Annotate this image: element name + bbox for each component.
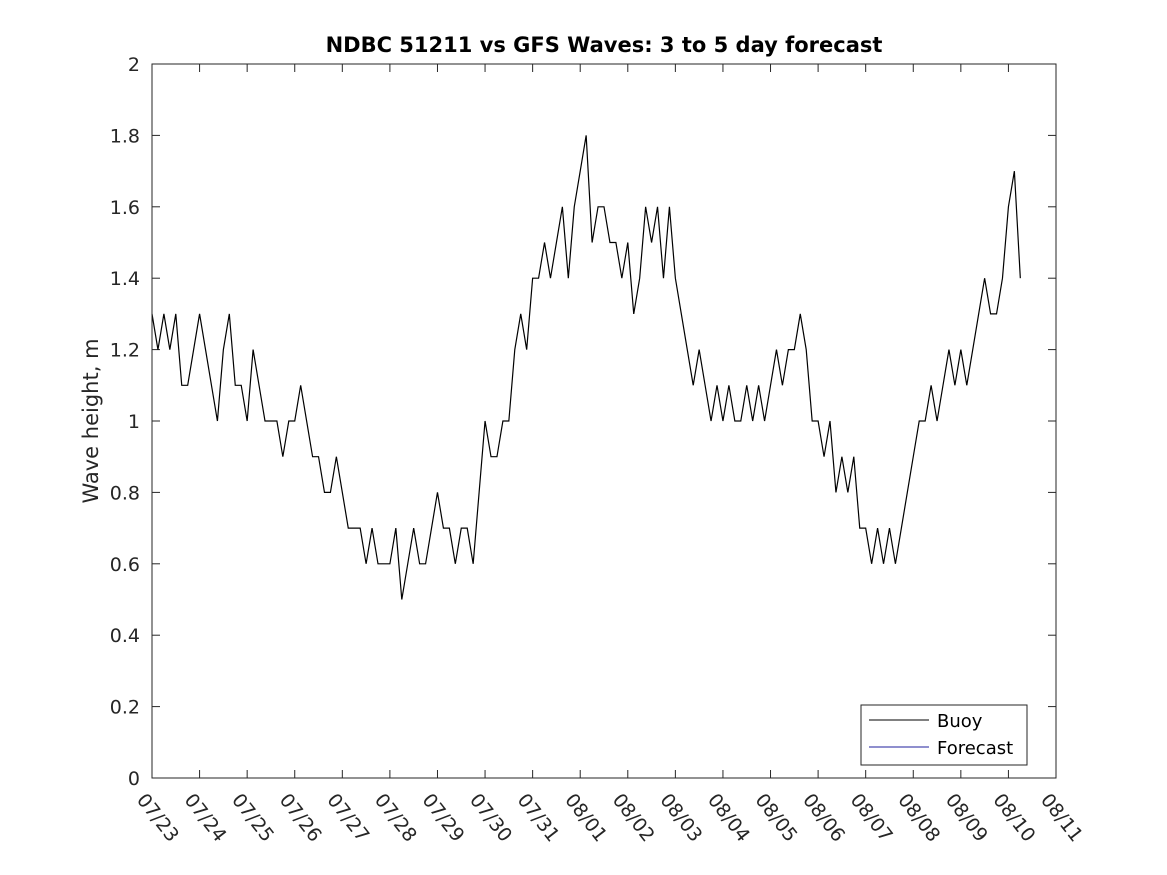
x-tick-label: 07/24 [180, 790, 231, 847]
x-tick-label: 07/29 [418, 790, 469, 847]
y-axis-label: Wave height, m [79, 338, 103, 503]
y-tick-label: 0.6 [110, 554, 140, 576]
x-tick-label: 07/26 [275, 790, 326, 847]
y-tick-label: 0.4 [110, 625, 140, 647]
x-tick-label: 08/04 [703, 790, 754, 847]
plot-area [152, 64, 1056, 778]
x-tick-label: 07/30 [465, 790, 516, 847]
legend-box [860, 704, 1028, 766]
y-tick-label: 0 [128, 768, 140, 790]
legend: Buoy Forecast [860, 704, 1028, 766]
chart-title: NDBC 51211 vs GFS Waves: 3 to 5 day fore… [326, 33, 883, 57]
x-tick-label: 07/25 [227, 790, 278, 847]
plot-frame [151, 63, 1057, 779]
x-tick-label: 07/23 [132, 790, 183, 847]
y-tick-label: 1.4 [110, 268, 140, 290]
x-tick-label: 07/27 [322, 790, 373, 847]
x-tick-label: 08/06 [798, 790, 849, 847]
x-tick-label: 08/11 [1036, 790, 1087, 847]
x-tick-label: 07/31 [513, 790, 564, 847]
x-tick-label: 08/09 [941, 790, 992, 847]
y-axis: 0 0.2 0.4 0.6 0.8 1 1.2 1.4 1.6 1.8 2 [110, 54, 1056, 790]
x-tick-label: 08/07 [846, 790, 897, 847]
x-tick-label: 08/03 [655, 790, 706, 847]
legend-label-buoy: Buoy [937, 711, 983, 732]
y-tick-label: 0.8 [110, 482, 140, 504]
x-tick-label: 08/05 [751, 790, 802, 847]
x-tick-label: 08/08 [893, 790, 944, 847]
y-tick-label: 1.6 [110, 197, 140, 219]
series-group [151, 135, 1021, 600]
x-tick-label: 08/02 [608, 790, 659, 847]
y-tick-label: 2 [128, 54, 140, 76]
y-tick-label: 0.2 [110, 697, 140, 719]
y-tick-label: 1.2 [110, 340, 140, 362]
y-tick-label: 1.8 [110, 125, 140, 147]
x-tick-label: 08/01 [560, 790, 611, 847]
x-tick-label: 08/10 [988, 790, 1039, 847]
series-line-buoy [151, 135, 1021, 600]
x-tick-label: 07/28 [370, 790, 421, 847]
legend-label-forecast: Forecast [937, 738, 1013, 759]
y-tick-label: 1 [128, 411, 140, 433]
